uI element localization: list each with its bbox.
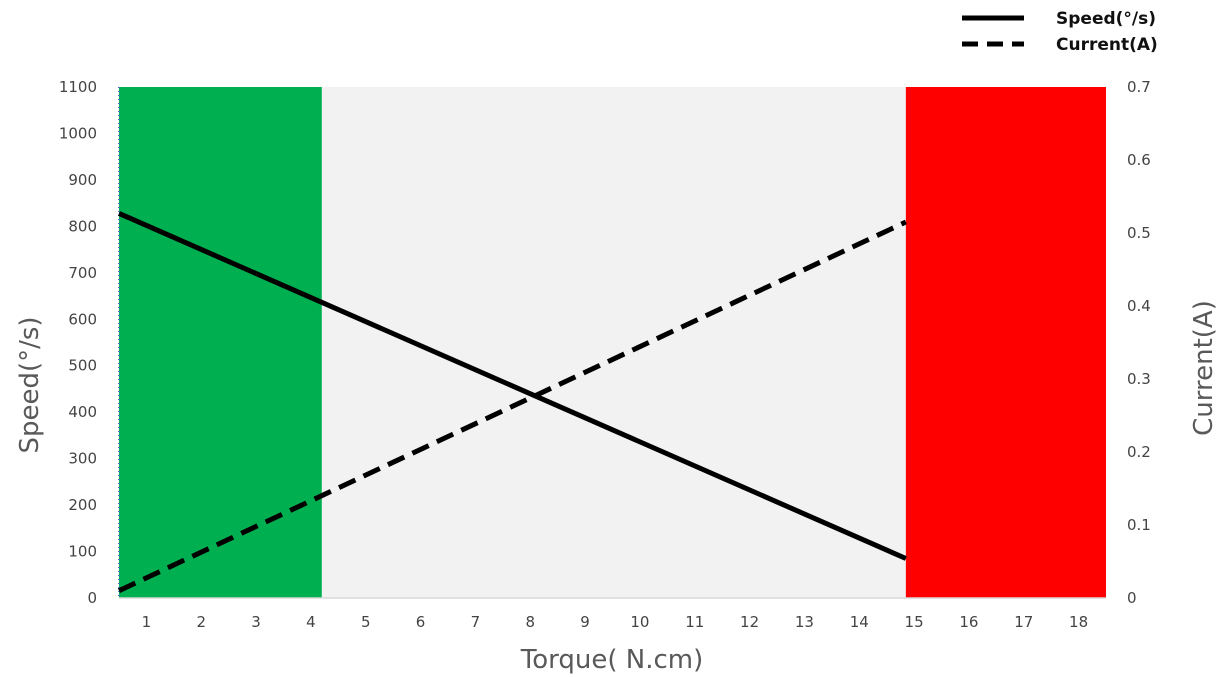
x-axis-title: Torque( N.cm): [520, 645, 703, 675]
y-left-tick-label: 0: [87, 589, 97, 607]
legend: Speed(°/s) Current(A): [962, 9, 1158, 55]
zone-band-0: [119, 87, 322, 598]
series-lines: [117, 211, 907, 593]
y-right-tick-label: 0: [1127, 589, 1137, 607]
y-left-tick-label: 500: [68, 357, 97, 375]
y-right-tick-label: 0.7: [1127, 78, 1151, 96]
y-left-tick-label: 600: [68, 310, 97, 328]
x-tick-label: 8: [525, 613, 535, 631]
x-tick-label: 7: [471, 613, 481, 631]
legend-current-label: Current(A): [1056, 35, 1158, 55]
x-tick-label: 15: [905, 613, 924, 631]
y-left-tick-label: 1100: [59, 78, 97, 96]
x-tick-label: 14: [850, 613, 869, 631]
legend-speed-label: Speed(°/s): [1056, 9, 1156, 29]
y-left-tick-label: 700: [68, 264, 97, 282]
x-tick-label: 5: [361, 613, 371, 631]
x-tick-label: 10: [630, 613, 649, 631]
y-right-tick-label: 0.4: [1127, 297, 1151, 315]
y-left-tick-label: 800: [68, 217, 97, 235]
y-right-tick-label: 0.5: [1127, 224, 1151, 242]
y-left-tick-labels: 0 100 200 300 400 500 600 700 800 900 1000 1100: [59, 78, 97, 607]
x-tick-label: 9: [580, 613, 590, 631]
x-tick-label: 3: [251, 613, 261, 631]
y-right-tick-label: 0.3: [1127, 370, 1151, 388]
y-right-tick-labels: 0 0.1 0.2 0.3 0.4 0.5 0.6 0.7: [1127, 78, 1151, 607]
x-tick-label: 2: [196, 613, 206, 631]
x-tick-label: 1: [142, 613, 152, 631]
axes: [118, 87, 1106, 599]
x-tick-label: 4: [306, 613, 316, 631]
y-right-tick-label: 0.2: [1127, 443, 1151, 461]
x-tick-labels: 1 2 3 4 5 6 7 8 9 10 11 12 13 14 15 16 17 18: [142, 613, 1088, 631]
x-tick-label: 13: [795, 613, 814, 631]
y-right-tick-label: 0.1: [1127, 516, 1151, 534]
y2-axis-title: Current(A): [1189, 300, 1219, 436]
torque-zone-bands: [119, 87, 1106, 598]
x-tick-label: 17: [1014, 613, 1033, 631]
x-tick-label: 12: [740, 613, 759, 631]
y-left-tick-label: 200: [68, 496, 97, 514]
x-tick-label: 16: [959, 613, 978, 631]
y-right-tick-label: 0.6: [1127, 151, 1151, 169]
y-left-tick-label: 1000: [59, 124, 97, 142]
y-left-tick-label: 100: [68, 543, 97, 561]
y-axis-title: Speed(°/s): [15, 316, 45, 453]
zone-band-2: [905, 87, 1106, 598]
y-left-tick-label: 900: [68, 171, 97, 189]
y-left-tick-label: 400: [68, 403, 97, 421]
current-series-line: [117, 219, 907, 593]
x-tick-label: 11: [685, 613, 704, 631]
y-left-tick-label: 300: [68, 450, 97, 468]
x-tick-label: 18: [1069, 613, 1088, 631]
x-tick-label: 6: [416, 613, 426, 631]
speed-series-line: [117, 211, 907, 561]
